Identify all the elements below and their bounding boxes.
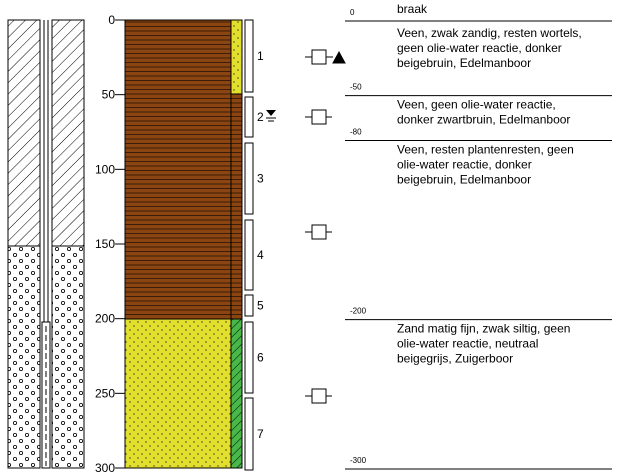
layer-description: olie-water reactie, donker <box>397 157 532 171</box>
layer-description: beigebruin, Edelmanboor <box>397 172 531 186</box>
sample-label: 2 <box>257 110 264 124</box>
side-sand <box>231 20 242 94</box>
layer-description: Zand matig fijn, zwak siltig, geen <box>397 322 570 336</box>
sample-label: 4 <box>257 248 264 262</box>
depth-tick-label: 0 <box>108 13 115 27</box>
sample-box <box>245 322 253 393</box>
water-level <box>266 110 276 121</box>
well-diagram <box>8 20 84 468</box>
sample-label: 7 <box>257 427 264 441</box>
backfill-sand <box>8 246 40 468</box>
layer-depth: -80 <box>350 127 362 136</box>
sample-label: 6 <box>257 351 264 365</box>
depth-tick-label: 150 <box>95 237 115 251</box>
side-green <box>231 319 242 468</box>
sample-markers <box>305 50 345 403</box>
sample-box <box>245 143 253 214</box>
layer-description: Veen, resten plantenresten, geen <box>397 142 574 156</box>
side-peat <box>231 94 242 319</box>
layer-description: donker zwartbruin, Edelmanboor <box>397 113 570 127</box>
backfill-clay <box>8 20 40 246</box>
sample-label: 3 <box>257 172 264 186</box>
depth-tick-label: 50 <box>102 88 116 102</box>
layer-description: Veen, geen olie-water reactie, <box>397 98 556 112</box>
sample-box <box>245 398 253 470</box>
layer-description: olie-water reactie, neutraal <box>397 337 538 351</box>
sample-box <box>245 97 253 137</box>
layer-description: braak <box>397 2 428 16</box>
layer-depth: -50 <box>350 83 362 92</box>
sand-layer <box>125 319 231 468</box>
depth-tick-label: 250 <box>95 386 115 400</box>
sample-label: 1 <box>257 49 264 63</box>
layer-description: beigegrijs, Zuigerboor <box>397 352 513 366</box>
page: 0 50 100 150 200 250 300 1 2 3 4 5 6 7 0 braak Veen, zwa… <box>0 0 624 476</box>
layer-description: geen olie-water reactie, donker <box>397 41 562 55</box>
depth-tick-label: 100 <box>95 162 115 176</box>
sample-box <box>245 220 253 290</box>
sample-box <box>245 20 253 92</box>
borehole-log: 0 50 100 150 200 250 300 1 2 3 4 5 6 7 0 braak Veen, zwa… <box>0 0 624 476</box>
depth-tick-label: 300 <box>95 461 115 475</box>
backfill-sand <box>52 246 84 468</box>
layer-description: beigebruin, Edelmanboor <box>397 56 531 70</box>
peat-layer <box>125 20 231 319</box>
depth-tick-label: 200 <box>95 312 115 326</box>
sample-box <box>245 295 253 316</box>
layer-description: Veen, zwak zandig, resten wortels, <box>397 26 582 40</box>
backfill-clay <box>52 20 84 246</box>
layer-depth: -200 <box>350 307 367 316</box>
layer-depth: -300 <box>350 456 367 465</box>
layer-depth: 0 <box>350 8 355 17</box>
sample-label: 5 <box>257 299 264 313</box>
